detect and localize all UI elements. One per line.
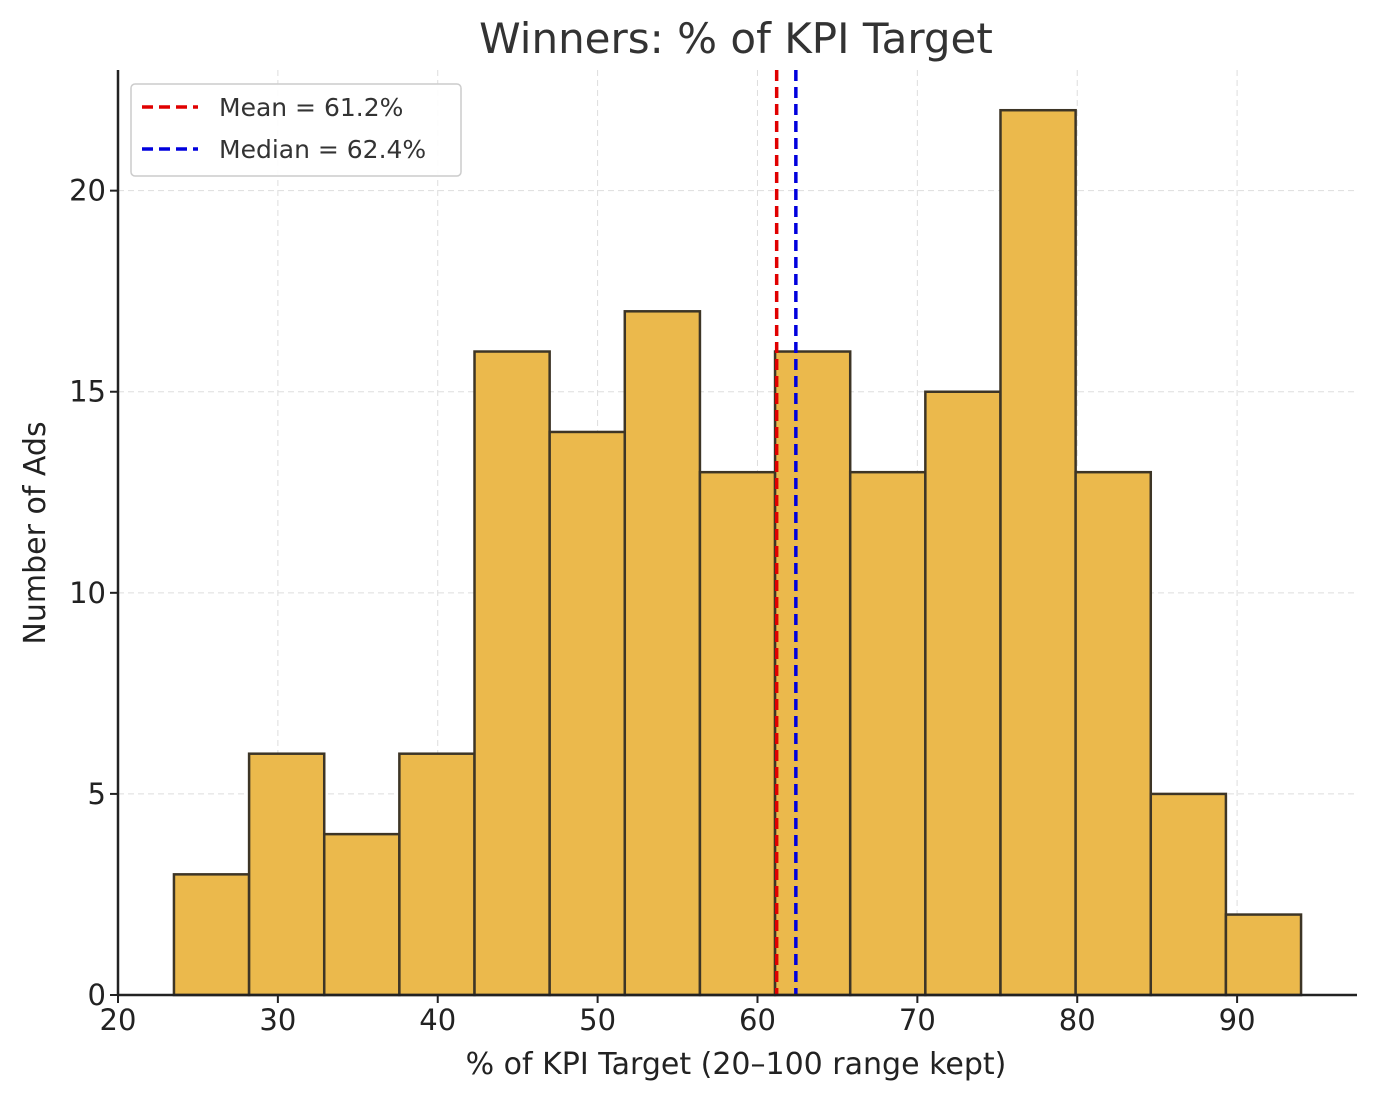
histogram-bar (473, 350, 551, 997)
histogram-bar (773, 350, 852, 997)
histogram-bar (548, 430, 627, 997)
histogram-bar (848, 470, 927, 997)
legend-label-mean: Mean = 61.2% (219, 93, 403, 122)
bars-layer (172, 108, 1303, 997)
histogram-bar (398, 752, 476, 997)
histogram-bar (1224, 913, 1303, 997)
histogram-bar (999, 108, 1077, 997)
histogram-bar (623, 310, 702, 997)
legend: Mean = 61.2% Median = 62.4% (130, 83, 462, 177)
reference-lines-layer (774, 70, 798, 995)
x-tick-label: 80 (1059, 1003, 1096, 1037)
chart-title: Winners: % of KPI Target (479, 14, 993, 63)
x-tick-label: 90 (1219, 1003, 1256, 1037)
x-tick-label: 50 (579, 1003, 616, 1037)
x-tick-label: 60 (739, 1003, 776, 1037)
histogram-bar (698, 470, 777, 997)
y-tick-label: 0 (88, 978, 106, 1012)
y-tick-label: 20 (69, 174, 106, 208)
histogram-bar (172, 873, 251, 997)
x-axis-label: % of KPI Target (20–100 range kept) (466, 1047, 1007, 1082)
axes-layer: 20 30 40 50 60 70 80 90 0 5 10 15 20 (69, 70, 1357, 1037)
histogram-bar (1149, 792, 1228, 997)
y-axis-label: Number of Ads (18, 421, 53, 644)
y-tick-label: 15 (69, 375, 106, 409)
histogram-bar (924, 390, 1002, 997)
histogram-bar (247, 752, 326, 997)
x-tick-label: 70 (899, 1003, 936, 1037)
legend-label-median: Median = 62.4% (219, 135, 426, 164)
y-tick-label: 5 (88, 777, 106, 811)
histogram-bar (1074, 470, 1153, 997)
histogram-bar (322, 832, 401, 997)
x-tick-label: 40 (419, 1003, 456, 1037)
legend-box (130, 83, 462, 177)
y-tick-label: 10 (69, 576, 106, 610)
x-tick-label: 20 (100, 1003, 137, 1037)
x-tick-label: 30 (259, 1003, 296, 1037)
